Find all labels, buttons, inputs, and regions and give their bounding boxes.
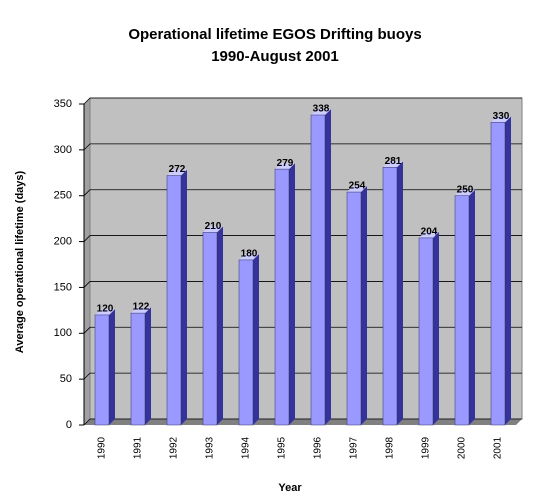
bar-top — [347, 186, 367, 193]
x-tick-label: 1992 — [169, 436, 180, 459]
bar-side — [217, 226, 223, 425]
bar-side — [433, 231, 439, 425]
bar-top — [167, 169, 187, 176]
bar — [454, 195, 470, 426]
value-label: 250 — [457, 184, 474, 195]
bar — [382, 167, 398, 426]
bar-side — [325, 109, 331, 426]
bar — [310, 114, 326, 426]
plot-background — [89, 97, 523, 420]
chart-title: Operational lifetime EGOS Drifting buoys — [128, 26, 421, 43]
bar — [274, 168, 290, 426]
bar-side — [397, 161, 403, 426]
bar-side — [361, 186, 367, 425]
grid-line — [83, 418, 91, 426]
bar-side — [109, 308, 115, 425]
x-tick-label: 1991 — [133, 436, 144, 459]
x-tick-label: 1999 — [421, 436, 432, 459]
floor — [84, 419, 522, 425]
bar-top — [383, 161, 403, 168]
grid-line — [83, 143, 91, 151]
bar-top — [203, 226, 223, 233]
x-tick-label: 1996 — [313, 436, 324, 459]
value-label: 122 — [133, 302, 150, 313]
value-label: 279 — [277, 158, 294, 169]
bar-side — [181, 169, 187, 425]
bar — [418, 237, 434, 426]
value-label: 272 — [169, 164, 186, 175]
bar-top — [491, 116, 511, 123]
y-tick-label: 300 — [54, 144, 72, 156]
x-tick-label: 1990 — [97, 436, 108, 459]
x-tick-label: 1994 — [241, 436, 252, 459]
bar-side — [289, 163, 295, 426]
y-tick-label: 50 — [60, 373, 72, 385]
bar-side — [505, 116, 511, 425]
value-label: 120 — [97, 304, 114, 315]
chart-subtitle: 1990-August 2001 — [211, 48, 339, 65]
value-label: 180 — [241, 249, 258, 260]
x-axis-title: Year — [278, 482, 302, 494]
bar-top — [95, 308, 115, 315]
y-tick-label: 100 — [54, 327, 72, 339]
y-tick-label: 200 — [54, 235, 72, 247]
bar-top — [131, 307, 151, 314]
y-axis-title: Average operational lifetime (days) — [14, 170, 26, 353]
bar-top — [311, 109, 331, 116]
x-tick-label: 1993 — [205, 436, 216, 459]
grid-line — [83, 327, 91, 334]
grid-line — [83, 281, 91, 288]
y-tick-label: 0 — [66, 419, 72, 431]
value-label: 210 — [205, 221, 222, 232]
bar-top — [275, 163, 295, 170]
bar — [202, 232, 218, 426]
bar-top — [239, 253, 259, 260]
y-tick-label: 350 — [54, 98, 72, 110]
bar — [166, 175, 182, 426]
side-wall — [84, 98, 90, 425]
x-tick-label: 2001 — [493, 436, 504, 459]
grid-line — [83, 372, 91, 380]
bar-side — [469, 189, 475, 425]
y-tick-label: 150 — [54, 281, 72, 293]
grid-line — [83, 97, 91, 105]
bar-side — [253, 253, 259, 425]
bar — [490, 122, 506, 426]
x-tick-label: 1997 — [349, 436, 360, 459]
x-tick-label: 1995 — [277, 436, 288, 459]
value-label: 281 — [385, 156, 402, 167]
bar — [94, 314, 110, 426]
value-label: 330 — [493, 111, 510, 122]
bar-top — [455, 189, 475, 196]
value-label: 204 — [421, 227, 438, 238]
bar — [238, 259, 254, 426]
value-label: 254 — [349, 181, 366, 192]
y-tick-label: 250 — [54, 190, 72, 202]
grid-line — [83, 189, 91, 196]
bar — [346, 191, 362, 426]
value-label: 338 — [313, 104, 330, 115]
x-tick-label: 2000 — [457, 436, 468, 459]
bar-top — [419, 231, 439, 238]
x-tick-label: 1998 — [385, 436, 396, 459]
bar-side — [145, 307, 151, 425]
bar — [130, 312, 146, 426]
grid-line — [83, 235, 91, 242]
